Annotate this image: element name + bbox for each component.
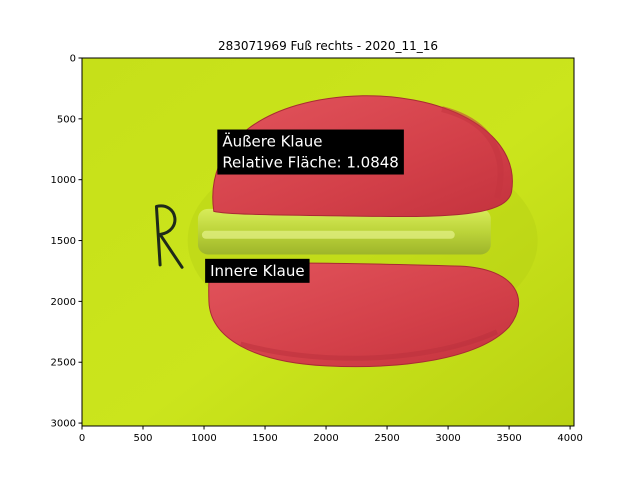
y-tick-label: 0 bbox=[70, 54, 76, 65]
y-tick-label: 500 bbox=[57, 114, 76, 125]
upper-claw-wall bbox=[441, 106, 504, 199]
y-tick-label: 2000 bbox=[51, 297, 76, 308]
r-marker bbox=[154, 204, 184, 269]
x-tick-label: 500 bbox=[133, 433, 152, 444]
x-tick-label: 1000 bbox=[191, 433, 216, 444]
annotation-text: Innere Klaue bbox=[210, 262, 304, 280]
r-marker-stroke bbox=[154, 204, 184, 269]
y-tick-label: 2500 bbox=[51, 358, 76, 369]
annotation-text: Äußere Klaue bbox=[222, 132, 322, 151]
annotation: Äußere Klaue Relative Fläche: 1.0848 bbox=[217, 129, 404, 175]
annotations: Äußere Klaue Relative Fläche: 1.0848 Inner… bbox=[205, 129, 404, 283]
axes-frame bbox=[81, 57, 575, 427]
center-pad-highlight bbox=[201, 230, 455, 239]
x-tick-label: 3500 bbox=[496, 433, 521, 444]
lower-claw-wall bbox=[239, 329, 498, 361]
plot-area: Äußere Klaue Relative Fläche: 1.0848 Inner… bbox=[51, 54, 583, 445]
annotation-box bbox=[217, 129, 404, 175]
x-tick-label: 0 bbox=[79, 433, 85, 444]
y-tick-label: 3000 bbox=[51, 419, 76, 430]
annotation-box bbox=[205, 258, 310, 283]
y-axis: 0 500 1000 1500 2000 2500 3000 bbox=[51, 54, 82, 430]
y-tick-label: 1500 bbox=[51, 236, 76, 247]
x-tick-label: 3000 bbox=[435, 433, 460, 444]
chart-title: 283071969 Fuß rechts - 2020_11_16 bbox=[218, 39, 438, 53]
x-axis: 0 500 1000 1500 2000 2500 3000 3500 4000 bbox=[79, 426, 583, 444]
annotation-text: Relative Fläche: 1.0848 bbox=[222, 154, 399, 172]
x-tick-label: 1500 bbox=[252, 433, 277, 444]
x-tick-label: 2000 bbox=[313, 433, 338, 444]
lower-claw bbox=[208, 262, 519, 368]
x-tick-label: 2500 bbox=[374, 433, 399, 444]
annotation: Innere Klaue bbox=[205, 258, 310, 283]
hoof-photo bbox=[82, 58, 574, 426]
y-tick-label: 1000 bbox=[51, 175, 76, 186]
x-tick-label: 4000 bbox=[557, 433, 582, 444]
